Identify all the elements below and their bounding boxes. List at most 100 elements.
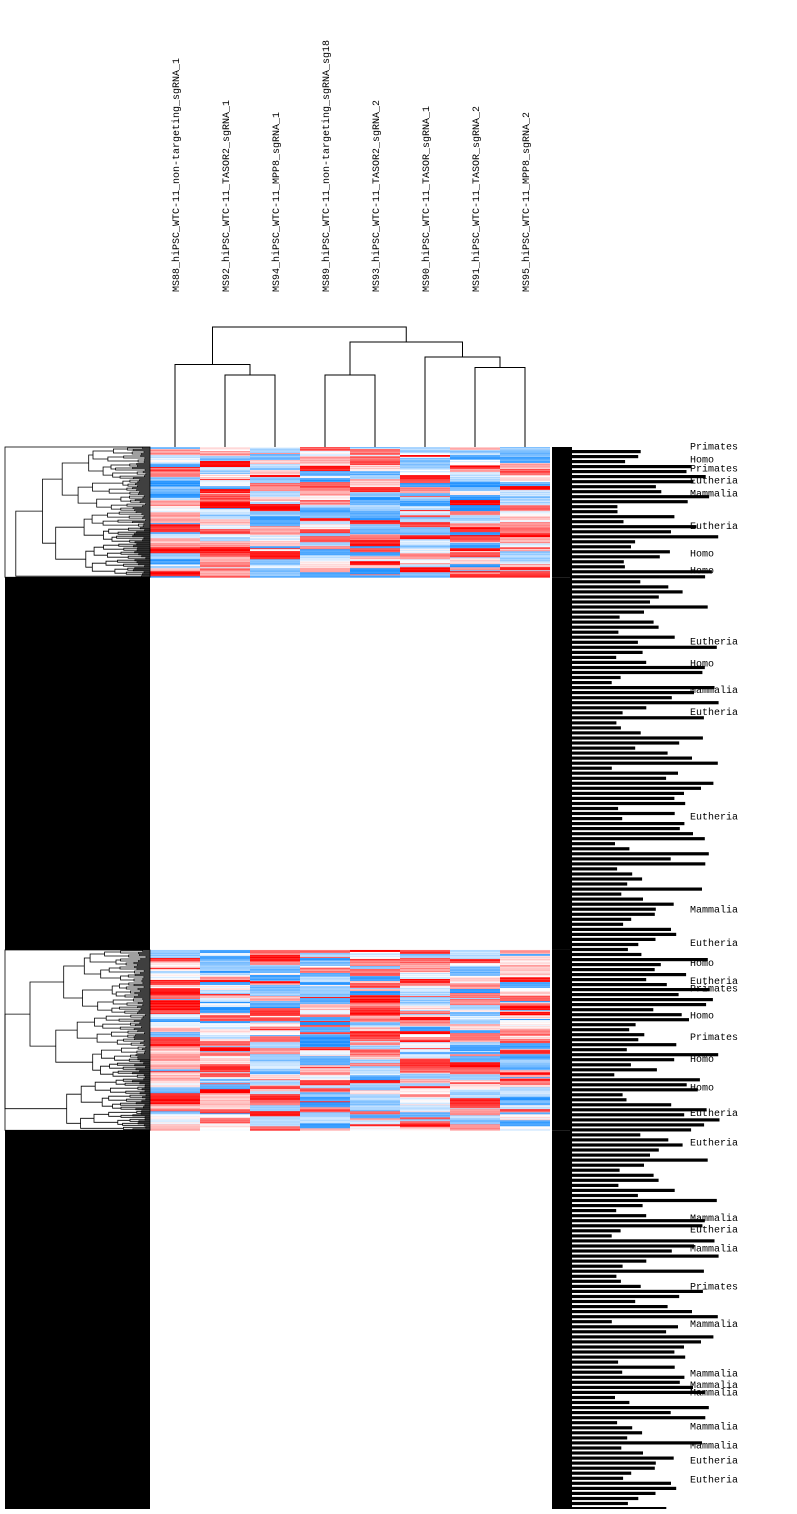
heatmap-cell (450, 1091, 500, 1093)
heatmap-cell (400, 1056, 450, 1058)
heatmap-cell (400, 521, 450, 523)
heatmap-cell (150, 513, 200, 515)
row-dendrogram-branch (135, 511, 150, 513)
row-label: Eutheria (690, 1475, 738, 1487)
heatmap-cell (500, 505, 550, 507)
heatmap-cell (500, 576, 550, 578)
heatmap-cell (400, 1099, 450, 1101)
heatmap-cell (300, 985, 350, 987)
row-dendrogram-branch (122, 1122, 145, 1126)
heatmap-cell (500, 1032, 550, 1034)
heatmap-cell (500, 1124, 550, 1126)
heatmap-cell (150, 1083, 200, 1085)
heatmap-cell (450, 1110, 500, 1112)
heatmap-cell (500, 1100, 550, 1102)
heatmap-cell (500, 1117, 550, 1119)
heatmap-cell (450, 1112, 500, 1114)
heatmap-cell (300, 492, 350, 494)
heatmap-cell (200, 543, 250, 545)
heatmap-cell (300, 1108, 350, 1110)
heatmap-cell (500, 524, 550, 526)
heatmap-cell (450, 484, 500, 486)
heatmap-cell (300, 560, 350, 562)
heatmap-cell (350, 526, 400, 528)
heatmap-cell (350, 1058, 400, 1060)
heatmap-cell (300, 1053, 350, 1055)
row-label-overlap (570, 922, 624, 926)
heatmap-cell (500, 1025, 550, 1027)
heatmap-cell (250, 1099, 300, 1101)
heatmap-cell (150, 495, 200, 497)
heatmap-cell (450, 516, 500, 518)
heatmap-cell (300, 551, 350, 553)
column-label: MS88_hiPSC_WTC-11_non-targeting_sgRNA_1 (171, 58, 183, 292)
heatmap-cell (400, 545, 450, 547)
heatmap-cell (300, 503, 350, 505)
row-dendrogram-branch (83, 518, 104, 536)
heatmap-cell (400, 1103, 450, 1105)
row-dendrogram-branch (137, 1012, 150, 1014)
row-label-overlap (570, 786, 701, 790)
heatmap-cell (450, 1079, 500, 1081)
heatmap-cell (150, 537, 200, 539)
row-dendrogram-branch (139, 1082, 150, 1085)
heatmap-cell (200, 513, 250, 515)
heatmap-cell (400, 1021, 450, 1023)
heatmap-cell (350, 549, 400, 551)
heatmap-cell (250, 490, 300, 492)
heatmap-cell (300, 1040, 350, 1042)
heatmap-cell (250, 576, 300, 578)
heatmap-cell (150, 557, 200, 559)
heatmap-cell (450, 513, 500, 515)
heatmap-cell (200, 1027, 250, 1029)
heatmap-cell (450, 1013, 500, 1015)
heatmap-cell (150, 505, 200, 507)
row-dendrogram-branch (139, 501, 150, 503)
heatmap-cell (400, 474, 450, 476)
heatmap-cell (200, 541, 250, 543)
heatmap-cell (450, 1052, 500, 1054)
heatmap-cell (500, 520, 550, 522)
heatmap-cell (300, 472, 350, 474)
row-label-overlap (570, 520, 624, 524)
heatmap-cell (350, 1062, 400, 1064)
heatmap-cell (500, 487, 550, 489)
heatmap-cell (350, 553, 400, 555)
heatmap-cell (500, 1034, 550, 1036)
heatmap-cell (150, 994, 200, 996)
heatmap-cell (450, 576, 500, 578)
heatmap-cell (350, 950, 400, 953)
heatmap-cell (200, 1122, 250, 1124)
heatmap-cell (250, 1038, 300, 1040)
heatmap-cell (400, 1081, 450, 1083)
heatmap-cell (500, 485, 550, 487)
heatmap-cell (500, 492, 550, 494)
heatmap-cell (450, 552, 500, 554)
heatmap-cell (350, 1126, 400, 1128)
heatmap-cell (400, 524, 450, 526)
row-dendrogram-branch (140, 972, 150, 974)
heatmap-cell (400, 1046, 450, 1048)
heatmap-cell (450, 1108, 500, 1110)
heatmap-cell (500, 1105, 550, 1107)
heatmap-cell (450, 1040, 500, 1042)
heatmap-cell (400, 525, 450, 527)
row-dendrogram-branch (139, 491, 150, 493)
heatmap-cell (500, 496, 550, 498)
heatmap-cell (350, 569, 400, 571)
heatmap-cell (400, 1102, 450, 1104)
heatmap-cell (300, 1109, 350, 1111)
heatmap-cell (250, 518, 300, 520)
heatmap-cell (250, 498, 300, 500)
row-label: Eutheria (690, 707, 738, 719)
heatmap-cell (150, 1107, 200, 1109)
heatmap-cell (400, 530, 450, 532)
heatmap-cell (250, 1097, 300, 1099)
heatmap-cell (450, 1043, 500, 1045)
row-label-overlap (570, 776, 667, 780)
heatmap-cell (400, 1055, 450, 1057)
heatmap-cell (500, 1071, 550, 1073)
heatmap-cell (150, 555, 200, 557)
heatmap-cell (200, 471, 250, 473)
heatmap-cell (500, 546, 550, 548)
